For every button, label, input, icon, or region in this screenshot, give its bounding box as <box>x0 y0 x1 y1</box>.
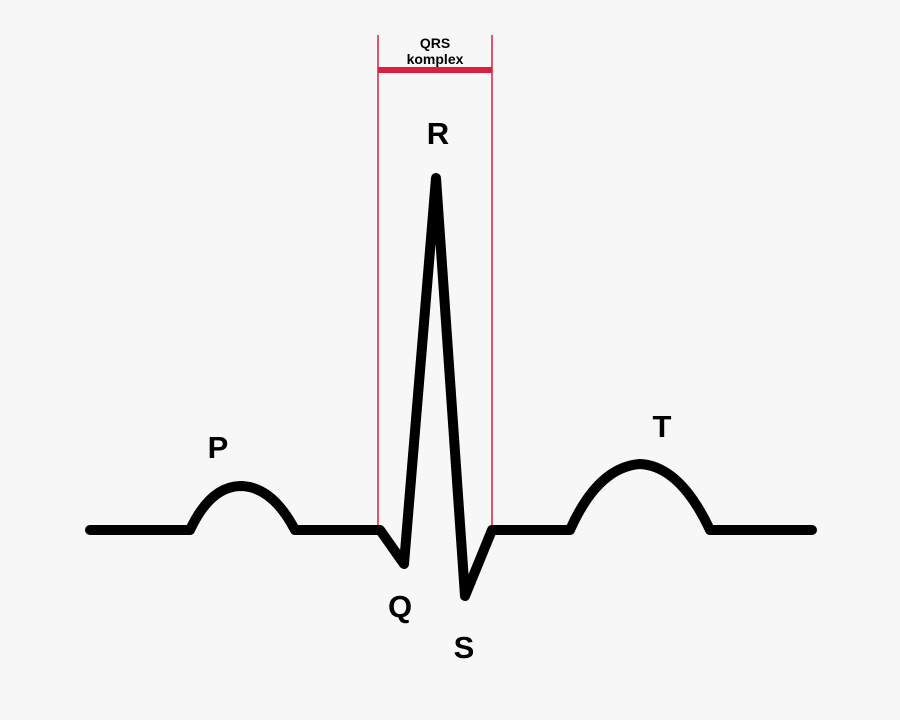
p-wave-label: P <box>208 430 229 466</box>
qrs-bracket-label-line2: komplex <box>407 51 464 67</box>
qrs-bracket-label: QRS komplex <box>407 35 464 67</box>
r-wave-label: R <box>427 116 449 152</box>
qrs-bracket-label-line1: QRS <box>407 35 464 51</box>
qrs-bracket <box>378 35 492 530</box>
q-wave-label: Q <box>388 589 412 625</box>
t-wave-label: T <box>653 409 672 445</box>
s-wave-label: S <box>454 630 475 666</box>
ecg-waveform <box>90 178 812 596</box>
ecg-diagram-svg <box>0 0 900 720</box>
